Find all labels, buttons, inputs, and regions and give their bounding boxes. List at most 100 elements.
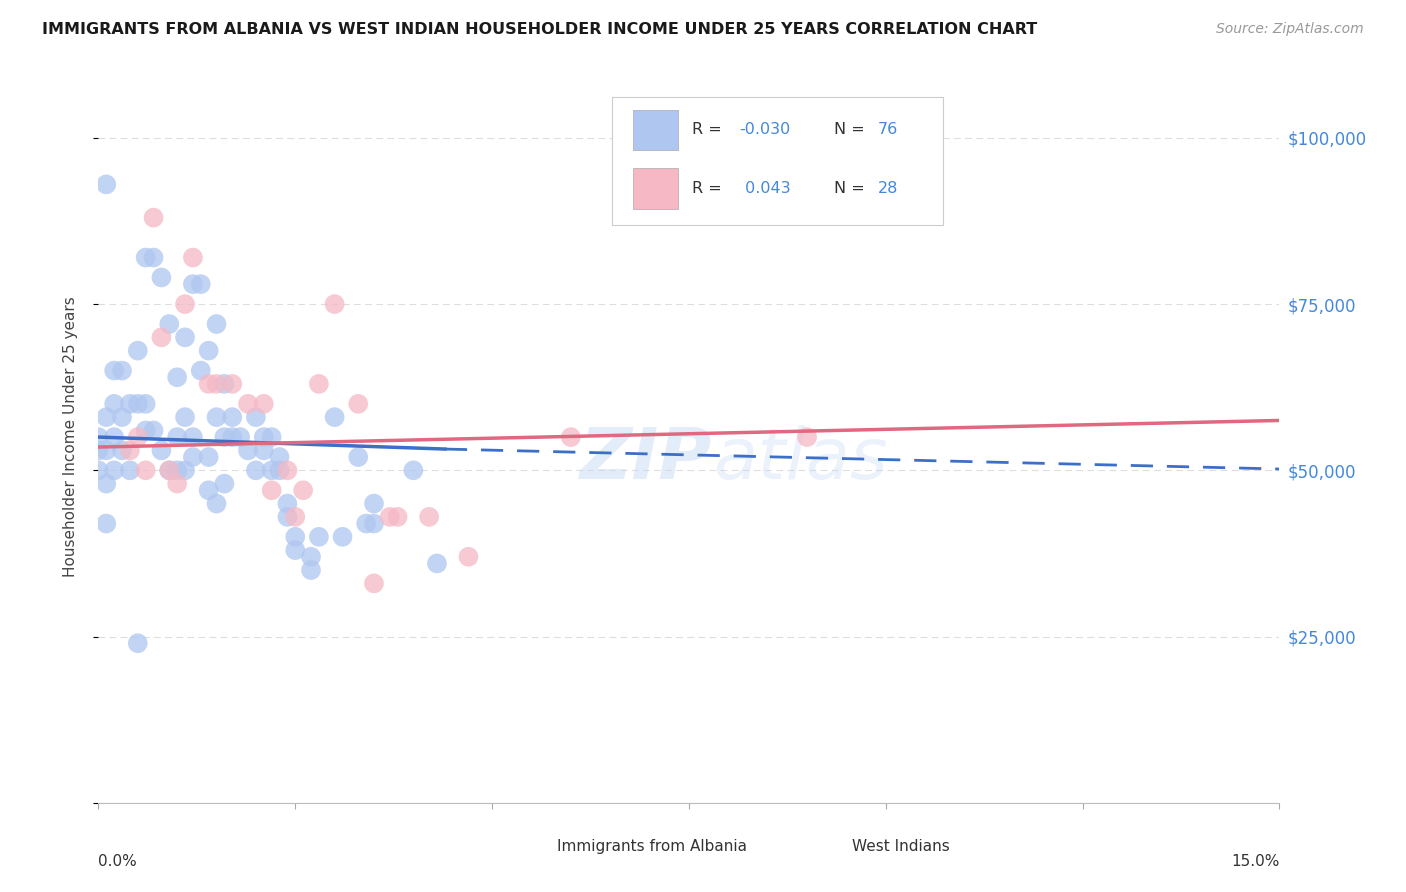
Point xyxy=(363,516,385,531)
Point xyxy=(135,397,157,411)
Point xyxy=(245,463,267,477)
Point xyxy=(127,430,149,444)
Point xyxy=(214,430,236,444)
Point xyxy=(205,376,228,391)
Point xyxy=(214,476,236,491)
Text: 15.0%: 15.0% xyxy=(1232,854,1279,869)
Point xyxy=(87,443,110,458)
Point xyxy=(135,424,157,438)
Point xyxy=(157,317,180,331)
Point xyxy=(142,424,165,438)
Point xyxy=(197,376,219,391)
FancyBboxPatch shape xyxy=(512,833,547,859)
Point xyxy=(229,430,252,444)
Point xyxy=(103,463,125,477)
Point xyxy=(127,636,149,650)
Point xyxy=(157,463,180,477)
Point xyxy=(796,430,818,444)
Point xyxy=(284,530,307,544)
Point xyxy=(363,497,385,511)
Point xyxy=(387,509,409,524)
Point xyxy=(135,251,157,265)
Point xyxy=(426,557,449,571)
Point xyxy=(205,497,228,511)
Point xyxy=(276,463,298,477)
Point xyxy=(96,410,118,425)
Text: Source: ZipAtlas.com: Source: ZipAtlas.com xyxy=(1216,22,1364,37)
Point xyxy=(181,450,204,464)
Point xyxy=(221,410,243,425)
FancyBboxPatch shape xyxy=(612,97,943,225)
Text: R =: R = xyxy=(693,181,727,196)
Text: 0.0%: 0.0% xyxy=(98,854,138,869)
Point xyxy=(253,430,276,444)
Point xyxy=(174,330,197,344)
Text: atlas: atlas xyxy=(713,425,887,493)
Point xyxy=(269,463,291,477)
Point xyxy=(127,343,149,358)
Point xyxy=(111,363,134,377)
Point xyxy=(299,563,322,577)
Text: 28: 28 xyxy=(877,181,898,196)
Point xyxy=(378,509,401,524)
Point xyxy=(214,376,236,391)
Point xyxy=(347,450,370,464)
Point xyxy=(103,397,125,411)
Point xyxy=(276,497,298,511)
Text: 76: 76 xyxy=(877,122,898,137)
Point xyxy=(118,397,141,411)
Point xyxy=(96,476,118,491)
Point xyxy=(363,576,385,591)
Point xyxy=(181,251,204,265)
Point xyxy=(87,463,110,477)
Point xyxy=(197,343,219,358)
Point xyxy=(284,543,307,558)
Text: Immigrants from Albania: Immigrants from Albania xyxy=(557,839,747,855)
Point xyxy=(236,443,259,458)
FancyBboxPatch shape xyxy=(807,833,842,859)
Point xyxy=(269,450,291,464)
Point xyxy=(174,410,197,425)
Point xyxy=(245,410,267,425)
Y-axis label: Householder Income Under 25 years: Householder Income Under 25 years xyxy=(63,297,77,577)
Point xyxy=(299,549,322,564)
Text: N =: N = xyxy=(834,122,870,137)
Point xyxy=(221,430,243,444)
Point xyxy=(166,370,188,384)
Point xyxy=(96,516,118,531)
Point xyxy=(111,410,134,425)
Point xyxy=(174,297,197,311)
Point xyxy=(260,483,283,498)
Point xyxy=(354,516,377,531)
Point xyxy=(197,483,219,498)
Point xyxy=(253,397,276,411)
Point xyxy=(308,376,330,391)
Point xyxy=(236,397,259,411)
Point xyxy=(166,476,188,491)
Point xyxy=(332,530,354,544)
Point xyxy=(181,277,204,292)
Point xyxy=(87,430,110,444)
Point xyxy=(253,443,276,458)
Text: West Indians: West Indians xyxy=(852,839,949,855)
Point xyxy=(118,443,141,458)
Point xyxy=(260,430,283,444)
Point xyxy=(150,330,173,344)
Point xyxy=(150,270,173,285)
Text: R =: R = xyxy=(693,122,727,137)
Point xyxy=(205,410,228,425)
Point xyxy=(276,509,298,524)
Point xyxy=(457,549,479,564)
Point xyxy=(205,317,228,331)
Point xyxy=(284,509,307,524)
Point xyxy=(103,363,125,377)
Point xyxy=(402,463,425,477)
Point xyxy=(292,483,315,498)
FancyBboxPatch shape xyxy=(634,110,678,150)
Text: -0.030: -0.030 xyxy=(740,122,792,137)
Point xyxy=(347,397,370,411)
Point xyxy=(190,277,212,292)
Point xyxy=(142,251,165,265)
Point xyxy=(181,430,204,444)
Text: N =: N = xyxy=(834,181,870,196)
